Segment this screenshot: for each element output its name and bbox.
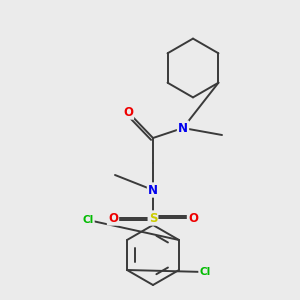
Text: Cl: Cl [200,267,211,277]
Text: O: O [188,212,198,224]
Text: Cl: Cl [82,215,94,225]
Text: S: S [149,212,157,224]
Text: N: N [148,184,158,196]
Text: O: O [108,212,118,224]
Text: N: N [178,122,188,134]
Text: O: O [123,106,133,118]
